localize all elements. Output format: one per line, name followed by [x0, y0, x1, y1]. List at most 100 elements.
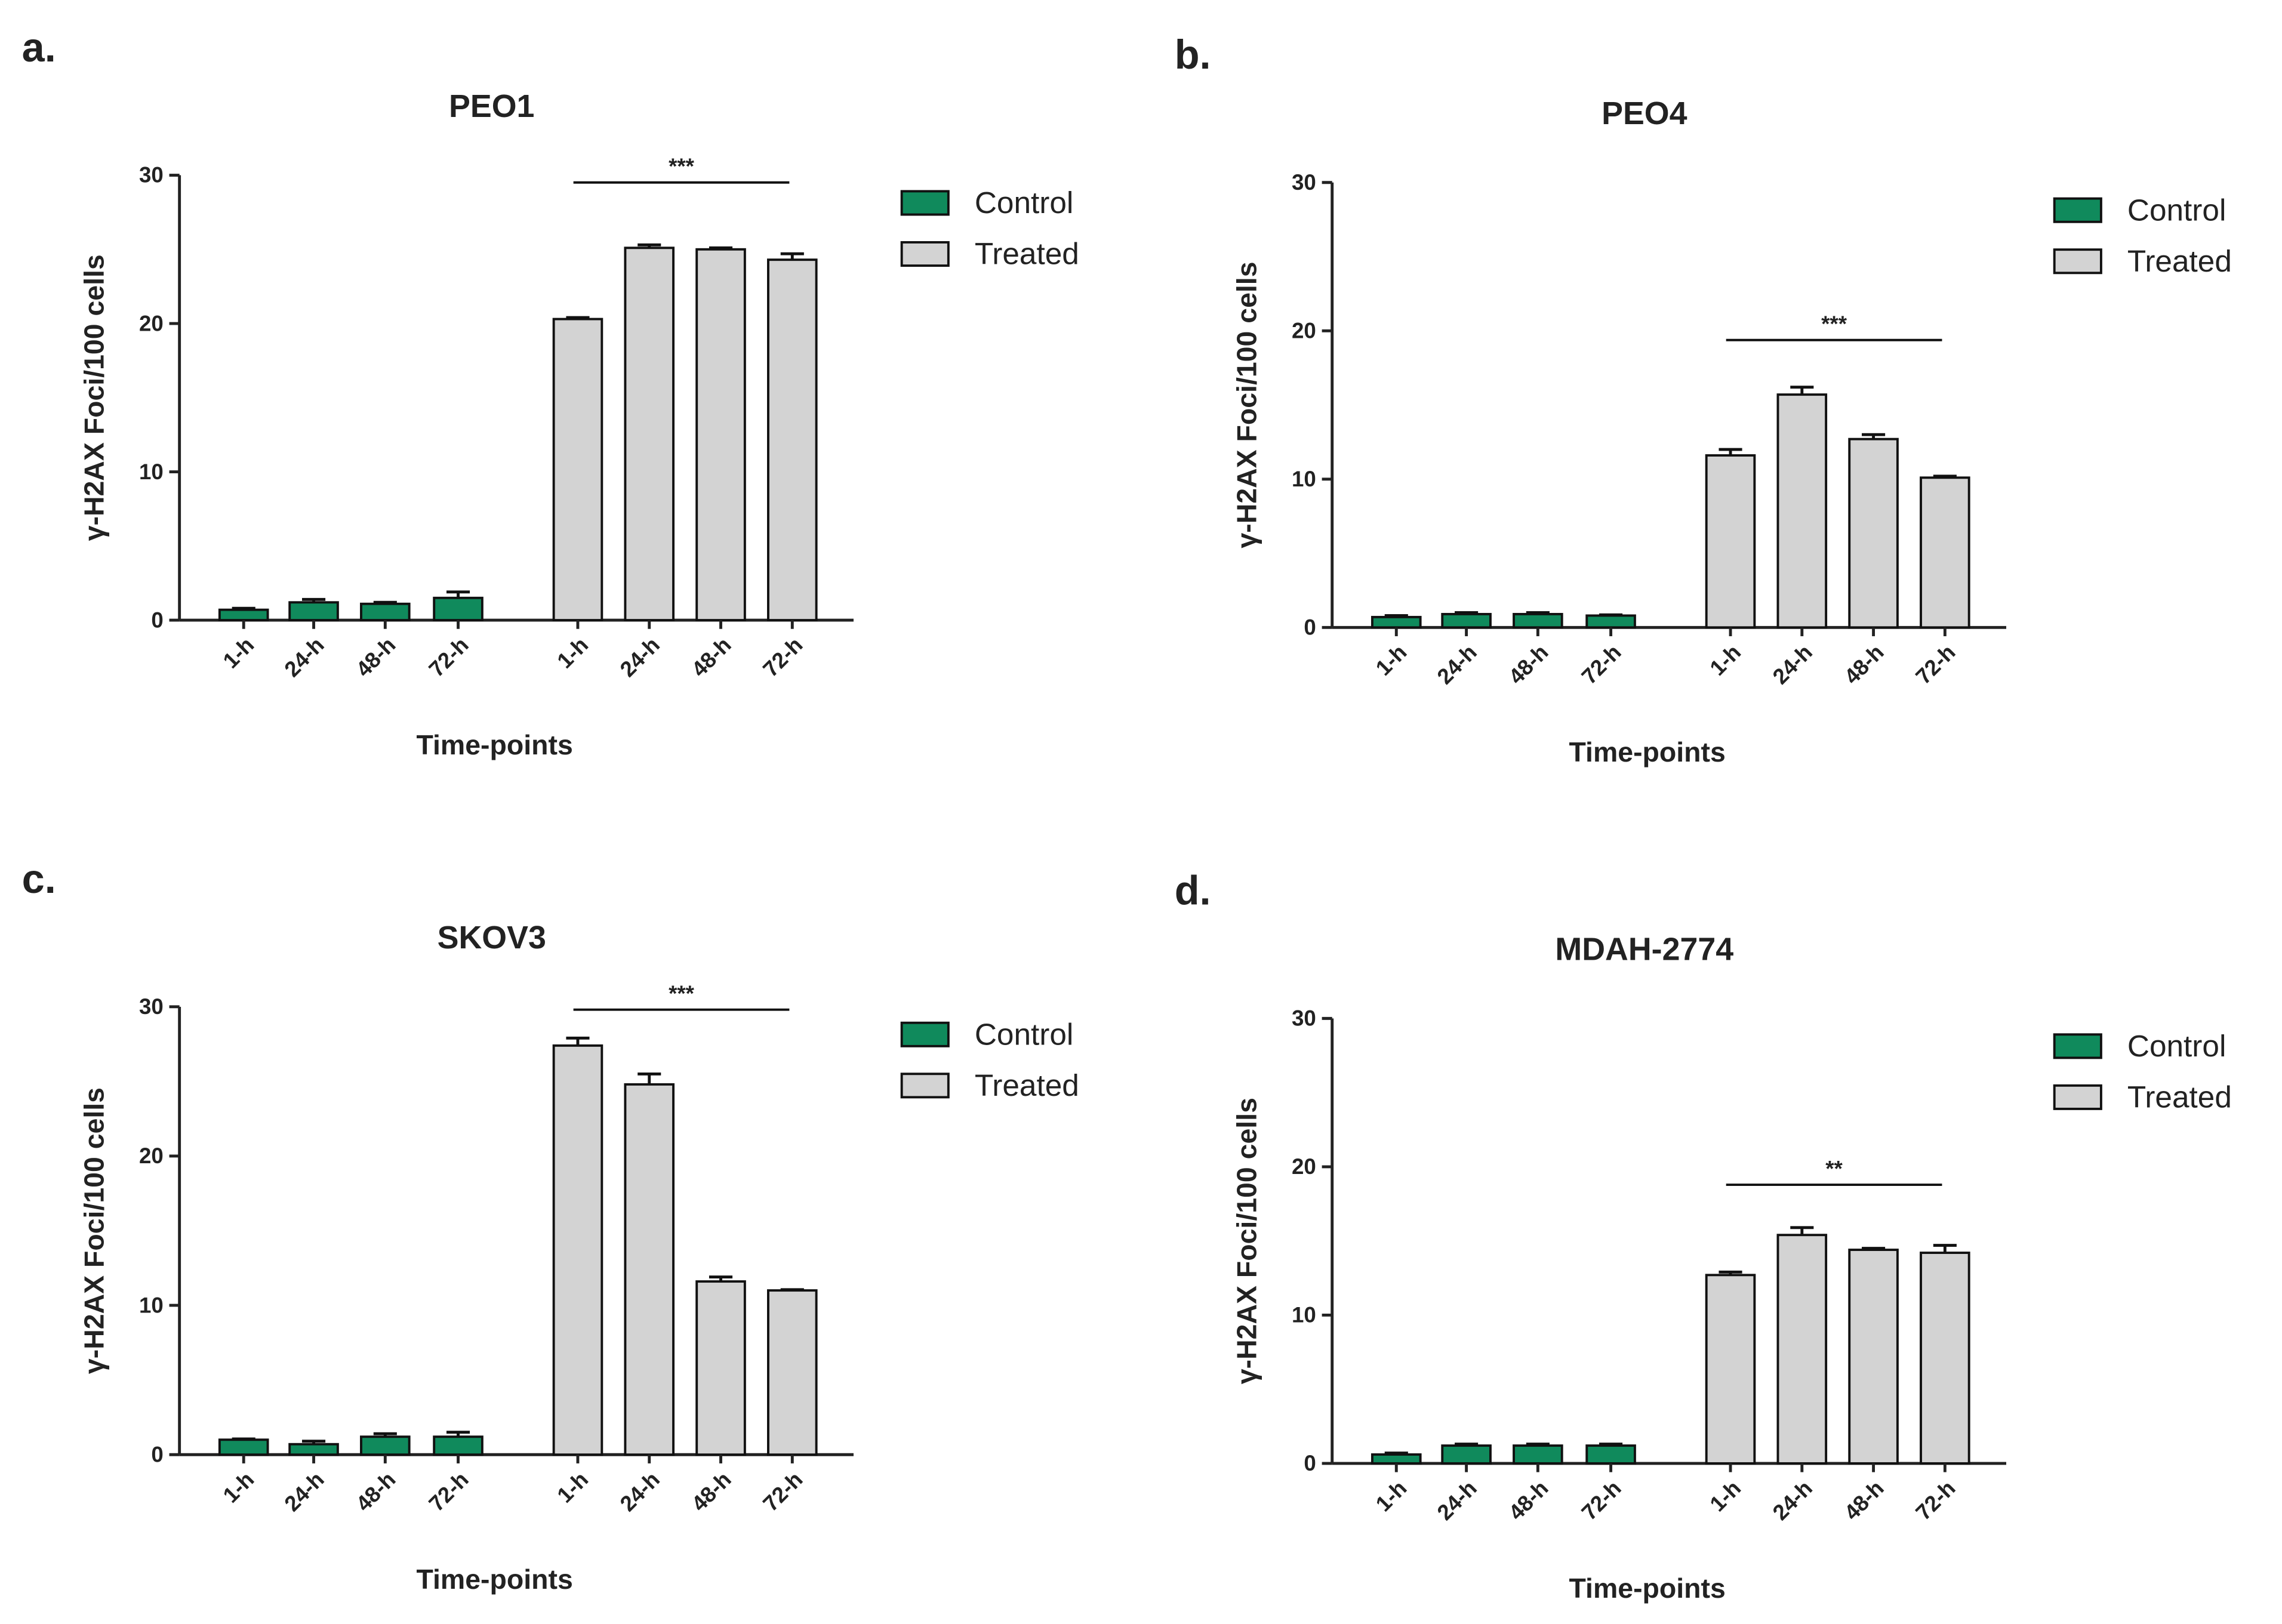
x-tick-label: 24-h — [615, 633, 664, 682]
chart-title: SKOV3 — [438, 920, 546, 956]
x-tick-label: 24-h — [1768, 640, 1817, 689]
y-tick-label: 10 — [139, 460, 164, 484]
y-tick-label: 10 — [1292, 1303, 1316, 1327]
y-tick-label: 10 — [1292, 467, 1316, 491]
legend-label: Treated — [2127, 1080, 2232, 1114]
legend-label: Treated — [975, 1068, 1079, 1102]
x-tick-label: 1-h — [1371, 640, 1412, 680]
bar — [1920, 476, 1970, 629]
bar — [433, 596, 483, 622]
bar — [1848, 1249, 1899, 1465]
x-tick-label: 72-h — [424, 1467, 473, 1516]
legend-swatch — [2053, 248, 2102, 275]
legend-label: Control — [975, 186, 1073, 220]
legend-swatch — [900, 241, 950, 267]
legend-swatch — [2053, 1084, 2102, 1110]
x-tick-label: 1-h — [218, 633, 259, 673]
bar — [1513, 612, 1563, 629]
y-tick-label: 20 — [139, 1144, 164, 1168]
x-tick-label: 72-h — [758, 1467, 807, 1516]
x-tick-label: 1-h — [218, 1467, 259, 1508]
bar — [552, 318, 603, 622]
bar — [1441, 1444, 1492, 1465]
panel: d. MDAH-2774 γ-H2AX Foci/100 cells Time-poi… — [1175, 868, 2232, 1604]
legend-label: Control — [2127, 193, 2226, 227]
bar — [1776, 393, 1828, 629]
x-tick-label: 1-h — [1705, 640, 1745, 680]
chart-title: MDAH-2774 — [1555, 932, 1733, 967]
legend-swatch — [2053, 1033, 2102, 1059]
bar — [767, 1289, 818, 1456]
bar — [1776, 1234, 1828, 1465]
y-tick-label: 0 — [1304, 615, 1316, 640]
x-tick-label: 48-h — [686, 1467, 735, 1516]
bar — [1441, 612, 1492, 629]
bar — [1371, 615, 1422, 629]
x-axis-label: Time-points — [416, 729, 572, 760]
bar — [624, 246, 675, 622]
significance-label: *** — [1821, 312, 1847, 336]
y-tick-label: 30 — [1292, 170, 1316, 195]
y-tick-label: 0 — [151, 608, 163, 632]
legend-swatch — [2053, 197, 2102, 223]
panel: c. SKOV3 γ-H2AX Foci/100 cells Time-points 0… — [22, 856, 1079, 1595]
bar — [288, 1443, 339, 1456]
bar — [552, 1044, 603, 1456]
panel-label: c. — [22, 856, 56, 902]
bar — [1585, 614, 1636, 629]
x-tick-label: 48-h — [1504, 1476, 1553, 1525]
bar — [1705, 454, 1756, 629]
x-tick-label: 72-h — [1911, 640, 1960, 689]
chart-title: PEO4 — [1602, 95, 1687, 131]
legend-label: Control — [2127, 1029, 2226, 1063]
y-tick-label: 20 — [1292, 1154, 1316, 1179]
x-tick-label: 72-h — [1577, 640, 1626, 689]
x-tick-label: 72-h — [424, 633, 473, 682]
x-tick-label: 24-h — [1768, 1476, 1817, 1525]
x-tick-label: 72-h — [1911, 1476, 1960, 1525]
y-tick-label: 20 — [139, 311, 164, 335]
y-axis-label: γ-H2AX Foci/100 cells — [79, 254, 110, 541]
x-tick-label: 48-h — [351, 1467, 400, 1516]
bar — [360, 1435, 411, 1456]
bar — [1371, 1453, 1422, 1465]
x-tick-label: 72-h — [1577, 1476, 1626, 1525]
y-tick-label: 0 — [1304, 1451, 1316, 1475]
y-tick-label: 30 — [1292, 1006, 1316, 1031]
x-tick-label: 24-h — [615, 1467, 664, 1516]
y-axis-label: γ-H2AX Foci/100 cells — [1231, 261, 1262, 548]
legend-label: Control — [975, 1017, 1073, 1051]
bar — [695, 248, 746, 622]
x-axis-label: Time-points — [416, 1564, 572, 1595]
y-tick-label: 30 — [139, 994, 164, 1019]
bar — [1585, 1444, 1636, 1465]
y-tick-label: 30 — [139, 163, 164, 187]
bar — [360, 602, 411, 622]
x-tick-label: 24-h — [279, 633, 328, 682]
x-axis-label: Time-points — [1569, 1573, 1726, 1604]
significance-label: ** — [1825, 1156, 1843, 1181]
x-tick-label: 24-h — [279, 1467, 328, 1516]
bar — [1848, 437, 1899, 629]
legend-label: Treated — [975, 237, 1079, 271]
bar — [695, 1280, 746, 1456]
bar — [1705, 1274, 1756, 1465]
x-tick-label: 72-h — [758, 633, 807, 682]
chart-title: PEO1 — [449, 88, 534, 124]
panel-label: a. — [22, 24, 56, 70]
y-tick-label: 0 — [151, 1442, 163, 1466]
x-tick-label: 48-h — [351, 633, 400, 682]
x-tick-label: 1-h — [1371, 1476, 1412, 1517]
bar — [1513, 1444, 1563, 1465]
y-tick-label: 20 — [1292, 318, 1316, 343]
bar — [1920, 1252, 1970, 1465]
x-tick-label: 48-h — [1839, 1476, 1888, 1525]
y-axis-label: γ-H2AX Foci/100 cells — [79, 1087, 110, 1374]
x-axis-label: Time-points — [1569, 736, 1726, 768]
legend-label: Treated — [2127, 244, 2232, 278]
x-tick-label: 1-h — [1705, 1476, 1745, 1517]
bar — [218, 1438, 269, 1456]
panel: b. PEO4 γ-H2AX Foci/100 cells Time-points 0 1… — [1175, 32, 2232, 768]
x-tick-label: 24-h — [1433, 1476, 1482, 1525]
